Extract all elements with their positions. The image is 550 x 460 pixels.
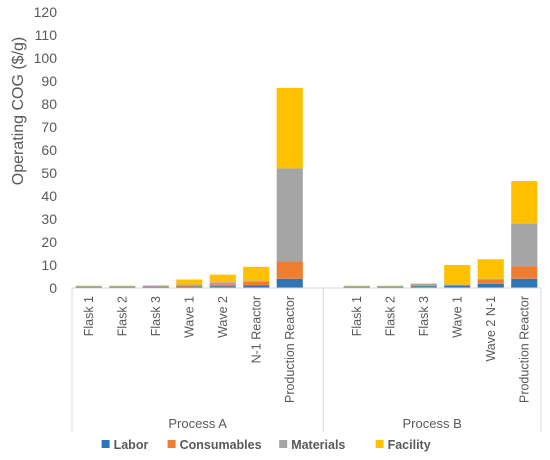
bar-segment-consumables — [243, 281, 270, 286]
bar-segment-labor — [142, 286, 169, 288]
x-tick-label: Flask 3 — [417, 296, 431, 336]
x-tick-label: Wave 1 — [182, 296, 196, 338]
x-tick-label: Flask 1 — [82, 296, 96, 336]
bar-segment-materials — [511, 223, 538, 267]
bar-segment-facility — [511, 181, 538, 224]
bar-segment-facility — [243, 266, 270, 281]
bar-segment-labor — [477, 283, 504, 288]
y-tick-label: 0 — [49, 280, 57, 296]
legend-swatch-facility — [375, 440, 384, 448]
bar-segment-labor — [410, 286, 437, 288]
bar-segment-materials — [276, 168, 303, 262]
bar-segment-materials — [477, 278, 504, 280]
x-tick-label: N-1 Reactor — [249, 296, 263, 363]
x-tick-label: Flask 2 — [383, 296, 397, 336]
legend: Labor Consumables Materials Facility — [101, 438, 431, 452]
y-tick-label: 110 — [35, 27, 58, 43]
bar-segment-labor — [511, 278, 538, 288]
bar-segment-consumables — [444, 285, 471, 286]
bar-segment-consumables — [176, 285, 203, 287]
bar-segment-consumables — [477, 279, 504, 284]
y-axis-ticks: 0 10 20 30 40 50 60 70 80 90 100 110 120 — [34, 4, 58, 296]
bar-segment-labor — [276, 278, 303, 288]
bar-segment-labor — [75, 286, 102, 288]
y-tick-label: 20 — [41, 234, 57, 250]
y-axis-label: Operating COG ($/g) — [10, 37, 27, 186]
y-tick-label: 120 — [34, 4, 58, 20]
bars — [75, 87, 538, 288]
bar-segment-labor — [176, 286, 203, 288]
x-tick-label: Flask 2 — [115, 296, 129, 336]
y-tick-label: 100 — [34, 50, 58, 66]
bar-segment-materials — [176, 284, 203, 286]
bar-segment-facility — [176, 279, 203, 285]
y-tick-label: 30 — [41, 211, 57, 227]
bar-segment-consumables — [209, 284, 236, 287]
bar-segment-consumables — [410, 285, 437, 287]
bar-segment-labor — [444, 285, 471, 288]
x-tick-label: Flask 1 — [350, 296, 364, 336]
bar-segment-materials — [209, 282, 236, 285]
legend-label-materials: Materials — [291, 438, 345, 452]
legend-label-facility: Facility — [388, 438, 431, 452]
x-tick-label: Production Reactor — [283, 296, 297, 403]
bar-segment-materials — [410, 283, 437, 286]
bar-segment-consumables — [276, 261, 303, 279]
group-label: Process A — [168, 416, 227, 431]
x-tick-label: Flask 3 — [149, 296, 163, 336]
legend-swatch-labor — [101, 440, 110, 448]
bar-segment-facility — [477, 259, 504, 279]
legend-swatch-consumables — [167, 440, 176, 448]
x-tick-label: Wave 1 — [450, 296, 464, 338]
bar-segment-labor — [209, 286, 236, 288]
y-tick-label: 50 — [41, 165, 57, 181]
y-tick-label: 80 — [41, 96, 57, 112]
bar-segment-facility — [444, 265, 471, 285]
legend-label-consumables: Consumables — [180, 438, 262, 452]
x-axis: Flask 1 Flask 2 Flask 3 Wave 1 Wave 2 N-1 Rea… — [71, 287, 542, 432]
bar-segment-labor — [109, 286, 136, 288]
x-tick-label: Wave 2 — [216, 296, 230, 338]
y-tick-label: 10 — [41, 257, 57, 273]
bar-segment-materials — [243, 280, 270, 282]
bar-segment-labor — [377, 286, 404, 288]
group-label: Process B — [403, 416, 462, 431]
y-tick-label: 40 — [41, 188, 57, 204]
bar-segment-facility — [276, 87, 303, 169]
legend-swatch-materials — [279, 440, 288, 448]
bar-segment-labor — [243, 285, 270, 288]
x-tick-label: Production Reactor — [517, 296, 531, 403]
x-tick-label: Wave 2 N-1 — [484, 296, 498, 362]
bar-segment-facility — [209, 274, 236, 283]
bar-segment-consumables — [511, 266, 538, 279]
legend-label-labor: Labor — [114, 438, 149, 452]
y-tick-label: 70 — [41, 119, 57, 135]
y-tick-label: 90 — [41, 73, 57, 89]
y-tick-label: 60 — [41, 142, 57, 158]
bar-segment-labor — [343, 286, 370, 288]
